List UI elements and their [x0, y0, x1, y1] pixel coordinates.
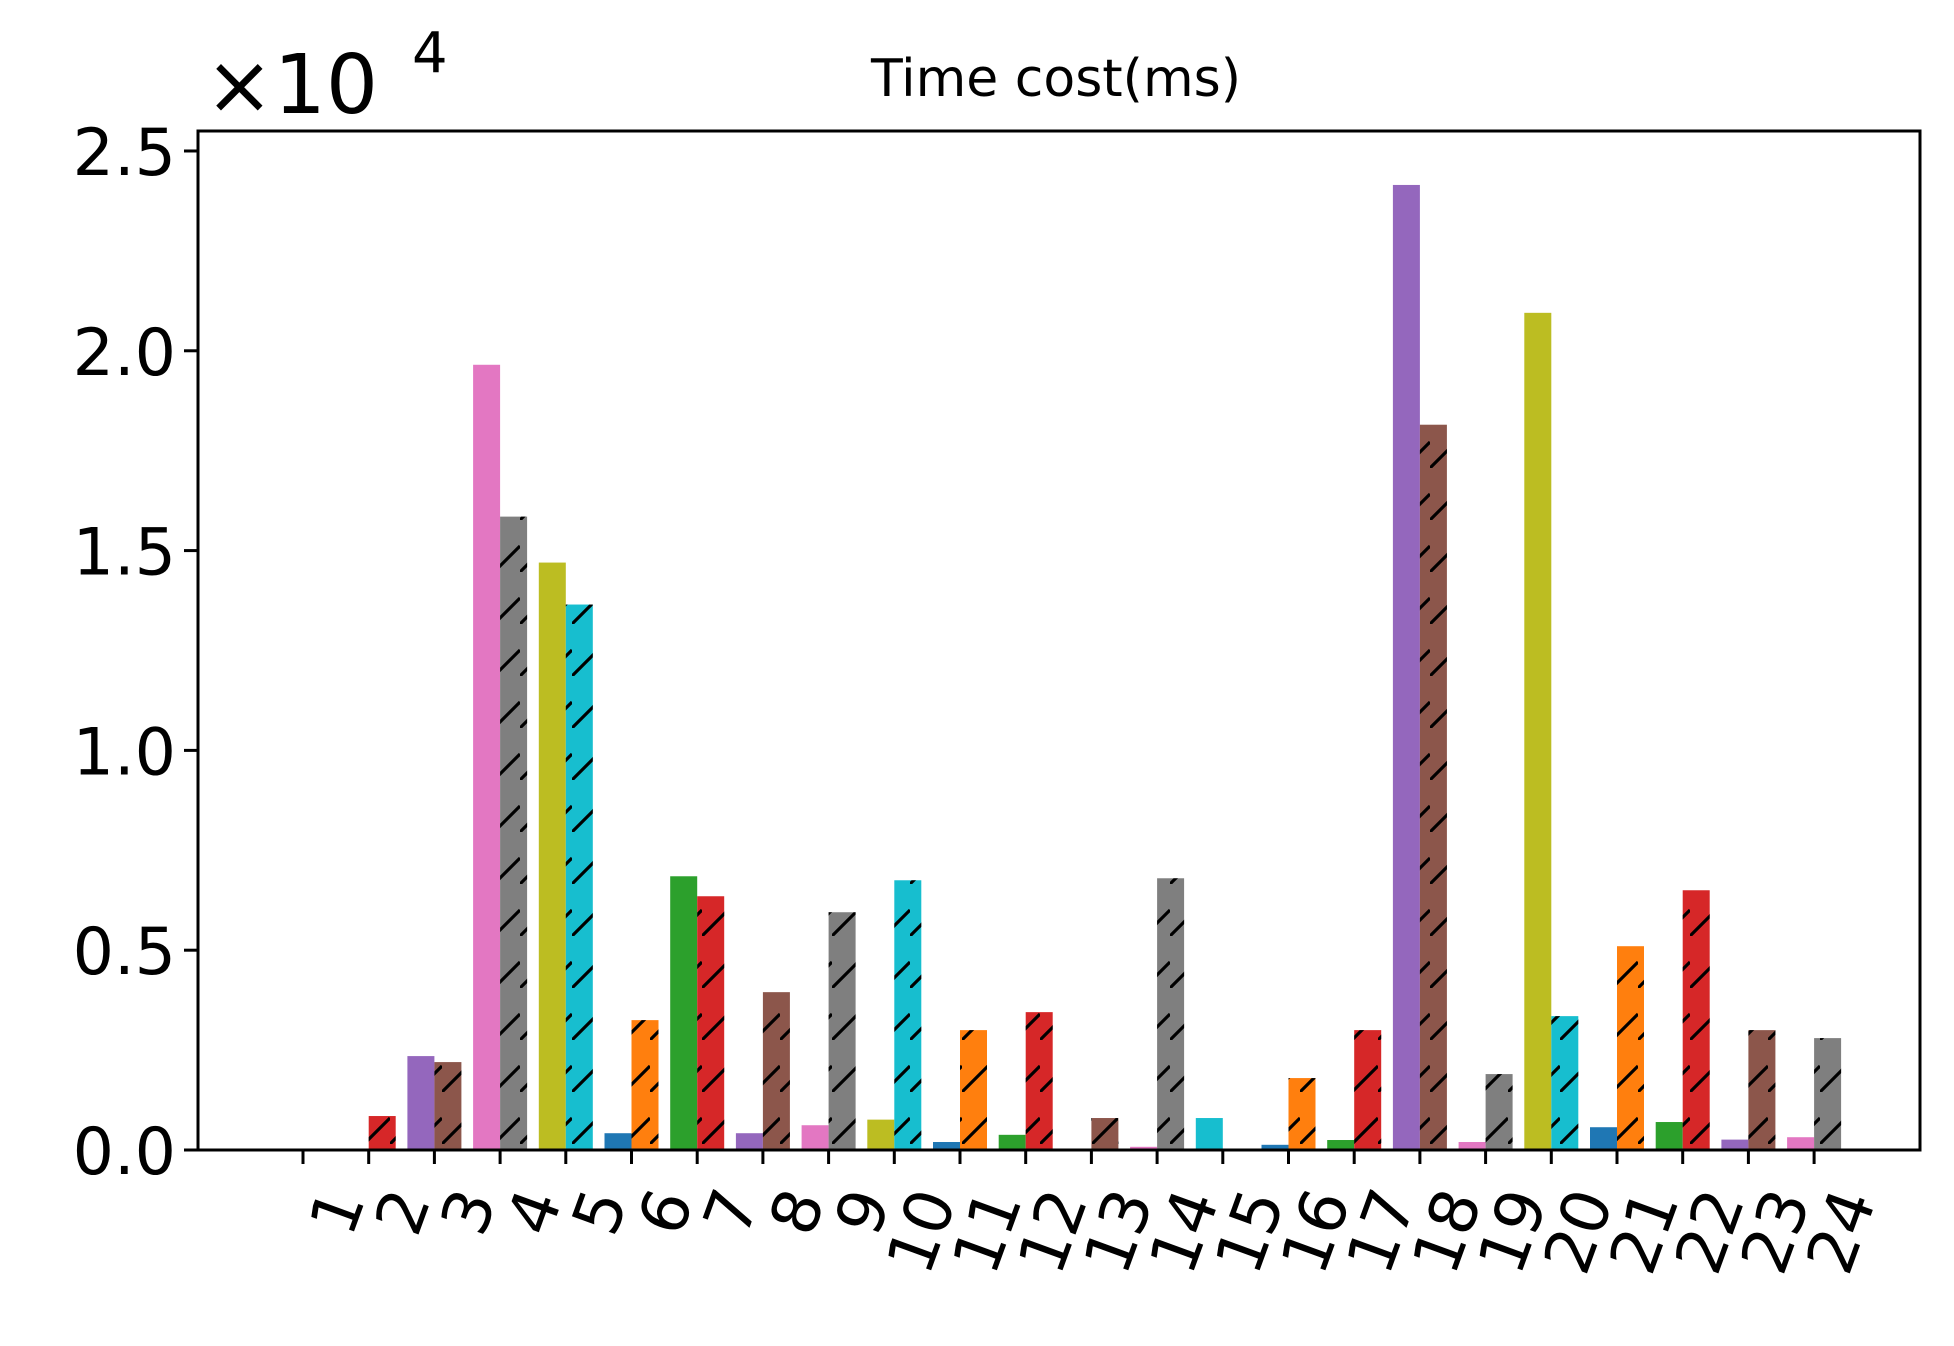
bars-layer [368, 184, 1842, 1151]
bar-hatch-3 [434, 1062, 462, 1150]
bar-17-s1 [1327, 1140, 1355, 1150]
y-tick-label: 0.0 [73, 1115, 176, 1190]
bar-21-s1 [1590, 1127, 1617, 1150]
offset-exponent: 4 [412, 21, 448, 86]
bar-hatch-20 [1551, 1016, 1579, 1150]
bar-5-s1 [538, 562, 566, 1150]
bar-4-s1 [473, 364, 501, 1150]
bar-hatch-7 [697, 896, 725, 1150]
bar-3-s1 [407, 1056, 435, 1150]
bar-hatch-10 [894, 880, 922, 1150]
bar-hatch-5 [565, 604, 593, 1150]
y-tick-label: 1.0 [73, 715, 176, 790]
bar-hatch-6 [631, 1020, 659, 1150]
y-tick-label: 1.5 [73, 516, 176, 591]
bar-hatch-22 [1682, 890, 1710, 1150]
bar-hatch-2 [368, 1116, 396, 1150]
bar-hatch-9 [828, 912, 856, 1150]
bar-hatch-18 [1419, 424, 1447, 1150]
plot-frame [196, 129, 1922, 1152]
y-axis-offset-label: ×10 4 [205, 21, 448, 133]
bar-22-s1 [1655, 1122, 1683, 1150]
bar-hatch-21 [1617, 946, 1644, 1150]
bar-11-s1 [933, 1142, 960, 1150]
bar-hatch-8 [762, 992, 790, 1150]
y-tick-label: 2.5 [73, 116, 176, 191]
y-axis: 0.0 0.5 1.0 1.5 2.0 2.5 [73, 116, 198, 1190]
bar-23-s1 [1721, 1139, 1749, 1150]
chart-title: Time cost(ms) [870, 49, 1241, 109]
bar-8-s1 [735, 1133, 763, 1150]
offset-text: ×10 [205, 38, 378, 133]
bar-hatch-11 [960, 1030, 987, 1150]
y-tick-label: 2.0 [73, 316, 176, 391]
bar-16-s1 [1261, 1144, 1289, 1150]
bar-hatch-14 [1157, 878, 1185, 1150]
bar-19-s1 [1458, 1142, 1486, 1150]
bar-hatch-12 [1025, 1012, 1053, 1150]
y-tick-label: 0.5 [73, 915, 176, 990]
bar-hatch-19 [1485, 1074, 1513, 1150]
bar-9-s1 [801, 1125, 829, 1150]
bar-hatch-17 [1354, 1030, 1382, 1150]
bar-20-s1 [1524, 312, 1552, 1151]
bar-hatch-4 [500, 516, 528, 1150]
bar-hatch-13 [1091, 1118, 1119, 1150]
bar-10-s1 [867, 1119, 895, 1150]
bar-7-s1 [670, 876, 698, 1150]
bar-12-s1 [998, 1134, 1026, 1150]
bar-24-s1 [1787, 1137, 1815, 1150]
bar-6-s1 [604, 1133, 632, 1150]
bar-hatch-24 [1814, 1038, 1842, 1150]
bar-14-s1 [1130, 1146, 1158, 1150]
x-tick-label: 24 [1793, 1180, 1892, 1283]
bar-hatch-23 [1748, 1030, 1776, 1150]
bar-15-extra [1195, 1118, 1223, 1150]
bar-hatch-16 [1288, 1078, 1316, 1150]
bar-18-s1 [1392, 184, 1420, 1151]
